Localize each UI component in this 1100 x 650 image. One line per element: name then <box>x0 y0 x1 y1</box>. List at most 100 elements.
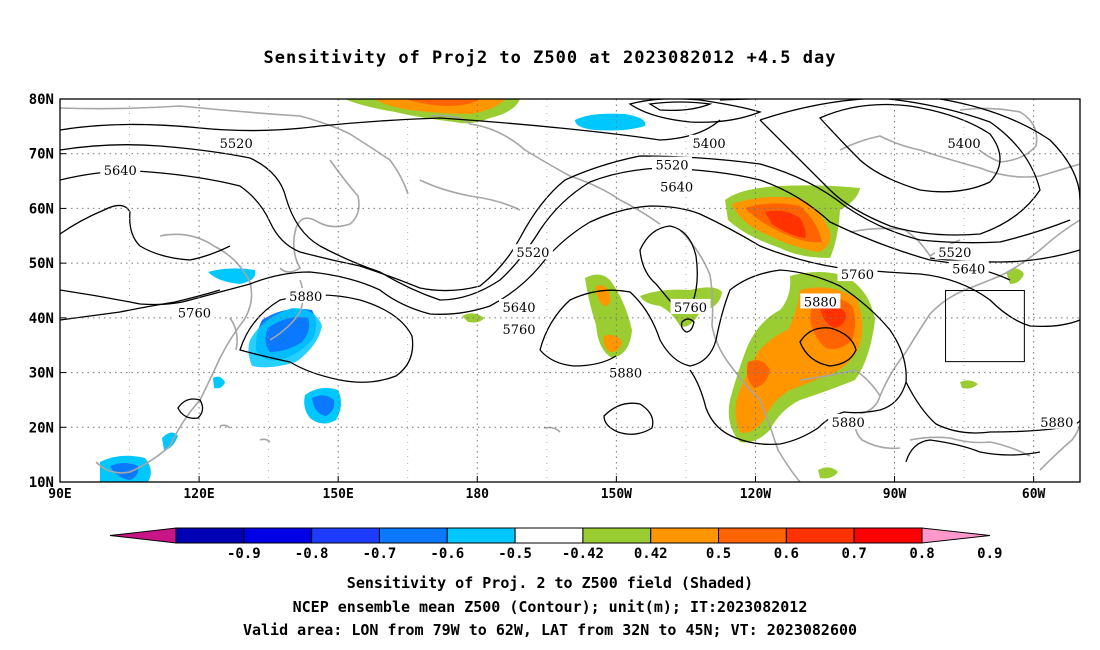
colorbar-swatch <box>446 527 516 544</box>
contour-label-text: 5520 <box>220 137 253 152</box>
contour-label-background <box>656 178 697 194</box>
colorbar-label: -0.5 <box>498 546 532 562</box>
contour-label-background <box>499 298 539 314</box>
contour-5520-north <box>60 117 721 141</box>
coastline-aleutians <box>419 179 521 211</box>
contour-label-text: 5640 <box>952 263 985 278</box>
shade-positive-atlantic <box>960 380 978 389</box>
coastline-hawaii <box>543 426 561 433</box>
contour-5880-japan <box>239 294 414 383</box>
contour-label: 5760 <box>837 266 878 283</box>
coastline-greenland <box>959 107 1038 163</box>
colorbar-label: 0.9 <box>977 546 1002 562</box>
contour-label-text: 5400 <box>948 137 981 152</box>
contour-5880-eastus <box>905 439 1041 463</box>
contour-label: 5760 <box>174 304 215 321</box>
coastline-south-america <box>1039 424 1080 471</box>
colorbar-label: -0.6 <box>430 546 464 562</box>
coastline-siberia <box>60 105 409 195</box>
coastline-okhotsk <box>279 159 360 273</box>
caption-line-2: NCEP ensemble mean Z500 (Contour); unit(… <box>292 598 808 616</box>
map-frame <box>59 98 1081 483</box>
contour-5400-arctic <box>628 99 762 123</box>
contour-label-background <box>934 244 975 260</box>
contour-label: 5880 <box>800 293 841 310</box>
contour-5640-westpac <box>60 204 231 261</box>
colorbar-label: -0.8 <box>295 546 329 562</box>
contour-label-text: 5760 <box>502 323 535 338</box>
map-title: Sensitivity of Proj2 to Z500 at 20230820… <box>263 48 837 68</box>
colorbar-label: 0.8 <box>909 546 934 562</box>
contour-label-background <box>512 244 553 260</box>
latitude-axis: 80N 70N 60N 50N 40N 30N 20N 10N <box>29 92 66 491</box>
coastline-west-america <box>679 229 801 482</box>
z500-contours <box>60 99 1080 463</box>
contour-label-background <box>652 156 692 172</box>
contour-label-text: 5640 <box>660 181 693 196</box>
contour-label: 5880 <box>605 364 646 382</box>
colorbar-label: 0.5 <box>706 546 731 562</box>
shade-positive-arctic-core <box>375 99 505 114</box>
contour-label: 5880 <box>828 413 869 431</box>
valid-area-box <box>945 290 1025 363</box>
caption-line-1: Sensitivity of Proj. 2 to Z500 field (Sh… <box>346 574 754 592</box>
colorbar-swatch <box>785 527 855 544</box>
colorbar-swatch <box>514 527 584 544</box>
contour-5520-canada <box>759 99 1041 236</box>
coastline-alaska <box>429 114 661 225</box>
coastline-arctic-canada <box>839 135 1080 178</box>
contour-label-text: 5520 <box>516 246 549 261</box>
contour-label: 5400 <box>944 134 985 152</box>
contour-label: 5520 <box>652 156 692 174</box>
contour-5880-midpacific <box>539 269 907 446</box>
lat-tick-label: 20N <box>29 420 54 436</box>
contour-label-text: 5880 <box>609 367 642 382</box>
lat-tick-label: 40N <box>29 311 54 327</box>
contour-5520-mid <box>60 155 1071 292</box>
lat-tick-label: 70N <box>29 147 54 163</box>
shade-positive-east-us <box>1006 268 1024 284</box>
contour-label: 5520 <box>934 244 975 261</box>
contour-label-text: 5880 <box>1040 416 1073 431</box>
contour-label-text: 5880 <box>289 290 322 305</box>
shade-positive-north-america-south <box>746 360 770 388</box>
contour-label-background <box>948 260 989 276</box>
lon-tick-label: 90E <box>48 487 71 502</box>
contour-label-text: 5760 <box>178 306 211 321</box>
contour-label-text: 5880 <box>804 295 837 310</box>
contour-label: 5520 <box>216 134 257 152</box>
coastline-korea <box>229 317 238 351</box>
contour-5880-gulf <box>799 327 857 367</box>
contour-label-text: 5640 <box>104 164 137 179</box>
lon-tick-label: 180 <box>466 487 490 502</box>
contour-label: 5760 <box>499 320 539 338</box>
contour-label-background <box>800 293 841 309</box>
contour-label-background <box>828 413 869 429</box>
contour-5400-inner <box>648 101 713 112</box>
contour-label-text: 5640 <box>502 301 535 316</box>
colorbar-swatch <box>175 527 245 544</box>
contour-label-background <box>100 162 141 178</box>
contour-label: 5640 <box>656 178 697 196</box>
contour-label-text: 5400 <box>693 137 726 152</box>
sensitivity-shading <box>100 99 1024 482</box>
contour-label-background <box>1036 413 1077 429</box>
contour-label-background <box>499 320 539 336</box>
colorbar-label: -0.9 <box>227 546 261 562</box>
shade-negative-scs-core <box>110 463 139 480</box>
shade-negative-westpac-core <box>312 395 335 416</box>
shade-negative-japan-core <box>265 317 310 352</box>
contour-5760-pacific <box>60 289 221 321</box>
colorbar-arrow-low <box>109 527 177 544</box>
contour-label: 5880 <box>1036 413 1077 431</box>
colorbar-swatch <box>311 527 380 544</box>
coastline-pacific-islands <box>219 424 271 443</box>
contour-label-text: 5520 <box>938 246 971 261</box>
colorbar-label: 0.7 <box>842 546 867 562</box>
contour-label: 5880 <box>285 287 326 305</box>
shade-positive-mexico <box>818 467 838 479</box>
contour-5880-wp <box>177 398 204 419</box>
shade-positive-arctic-max <box>405 99 480 106</box>
colorbar-label: 0.6 <box>774 546 799 562</box>
shade-positive-north-america-max <box>820 305 846 328</box>
